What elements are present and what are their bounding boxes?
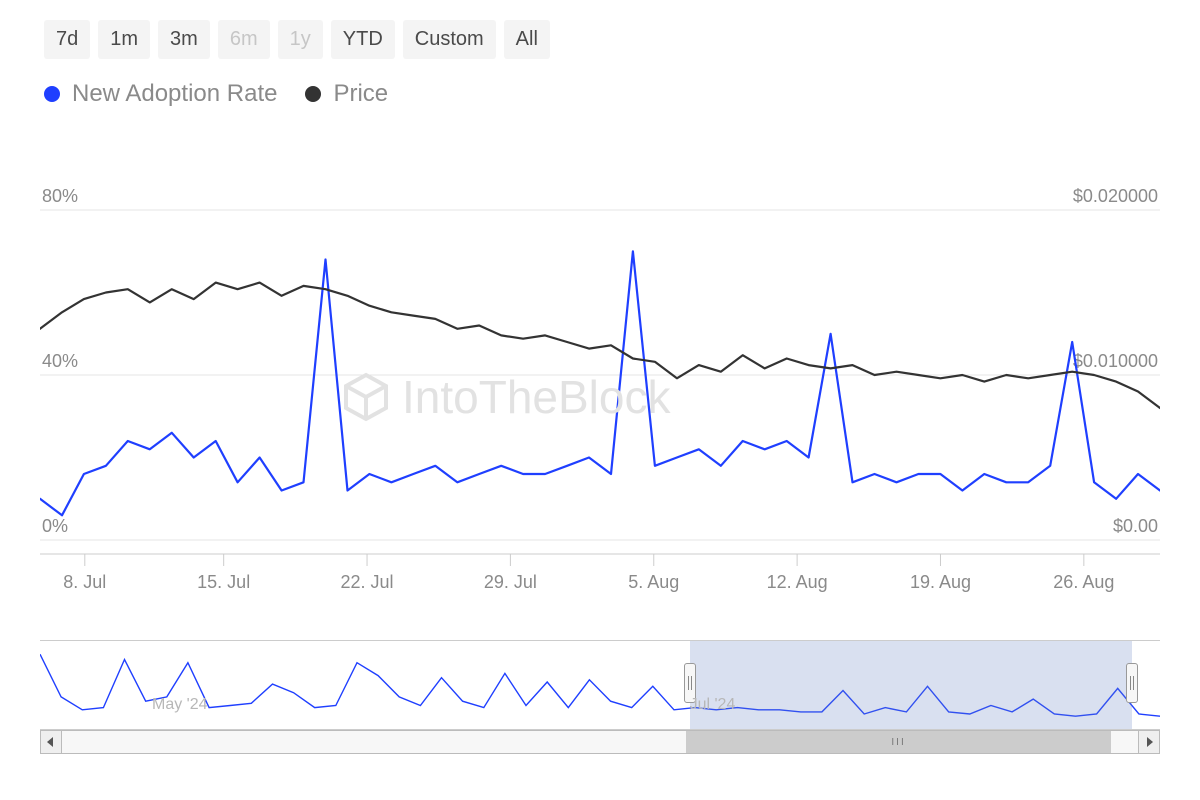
scroll-left-button[interactable] bbox=[40, 730, 62, 754]
range-button-1y[interactable]: 1y bbox=[278, 20, 323, 59]
svg-text:40%: 40% bbox=[42, 351, 78, 371]
range-button-1m[interactable]: 1m bbox=[98, 20, 150, 59]
time-range-bar: 7d1m3m6m1yYTDCustomAll bbox=[44, 20, 550, 59]
navigator-handle-right[interactable] bbox=[1126, 663, 1138, 703]
range-button-3m[interactable]: 3m bbox=[158, 20, 210, 59]
range-button-ytd[interactable]: YTD bbox=[331, 20, 395, 59]
svg-text:80%: 80% bbox=[42, 186, 78, 206]
svg-text:$0.00: $0.00 bbox=[1113, 516, 1158, 536]
legend-item-new-adoption-rate[interactable]: New Adoption Rate bbox=[44, 80, 277, 108]
svg-text:12. Aug: 12. Aug bbox=[767, 572, 828, 592]
svg-text:15. Jul: 15. Jul bbox=[197, 572, 250, 592]
svg-text:5. Aug: 5. Aug bbox=[628, 572, 679, 592]
legend-label: New Adoption Rate bbox=[72, 80, 277, 108]
scroll-thumb[interactable]: III bbox=[686, 731, 1111, 753]
range-button-7d[interactable]: 7d bbox=[44, 20, 90, 59]
svg-text:$0.020000: $0.020000 bbox=[1073, 186, 1158, 206]
svg-text:26. Aug: 26. Aug bbox=[1053, 572, 1114, 592]
legend-dot bbox=[44, 86, 60, 102]
chevron-right-icon bbox=[1145, 737, 1153, 747]
scroll-right-button[interactable] bbox=[1138, 730, 1160, 754]
navigator-chart[interactable]: May '24Jul '24 bbox=[40, 640, 1160, 730]
legend-dot bbox=[305, 86, 321, 102]
svg-text:$0.010000: $0.010000 bbox=[1073, 351, 1158, 371]
legend-item-price[interactable]: Price bbox=[305, 80, 388, 108]
range-button-custom[interactable]: Custom bbox=[403, 20, 496, 59]
chart-svg: 0% $0.00 40% $0.010000 80% $0.020000 8. Jul 15.… bbox=[40, 170, 1160, 600]
range-button-all[interactable]: All bbox=[504, 20, 550, 59]
main-chart[interactable]: IntoTheBlock 0%$0.0040%$0.01000080%$0.02… bbox=[40, 170, 1160, 600]
svg-text:8. Jul: 8. Jul bbox=[63, 572, 106, 592]
legend-label: Price bbox=[333, 80, 388, 108]
navigator-svg bbox=[40, 641, 1160, 731]
navigator-scrollbar: III bbox=[40, 730, 1160, 754]
svg-text:0%: 0% bbox=[42, 516, 68, 536]
range-button-6m[interactable]: 6m bbox=[218, 20, 270, 59]
chevron-left-icon bbox=[47, 737, 55, 747]
svg-text:19. Aug: 19. Aug bbox=[910, 572, 971, 592]
range-navigator: May '24Jul '24 III bbox=[40, 640, 1160, 754]
chart-legend: New Adoption Rate Price bbox=[44, 80, 388, 108]
scroll-track[interactable]: III bbox=[62, 730, 1138, 754]
svg-text:29. Jul: 29. Jul bbox=[484, 572, 537, 592]
svg-text:22. Jul: 22. Jul bbox=[341, 572, 394, 592]
navigator-handle-left[interactable] bbox=[684, 663, 696, 703]
